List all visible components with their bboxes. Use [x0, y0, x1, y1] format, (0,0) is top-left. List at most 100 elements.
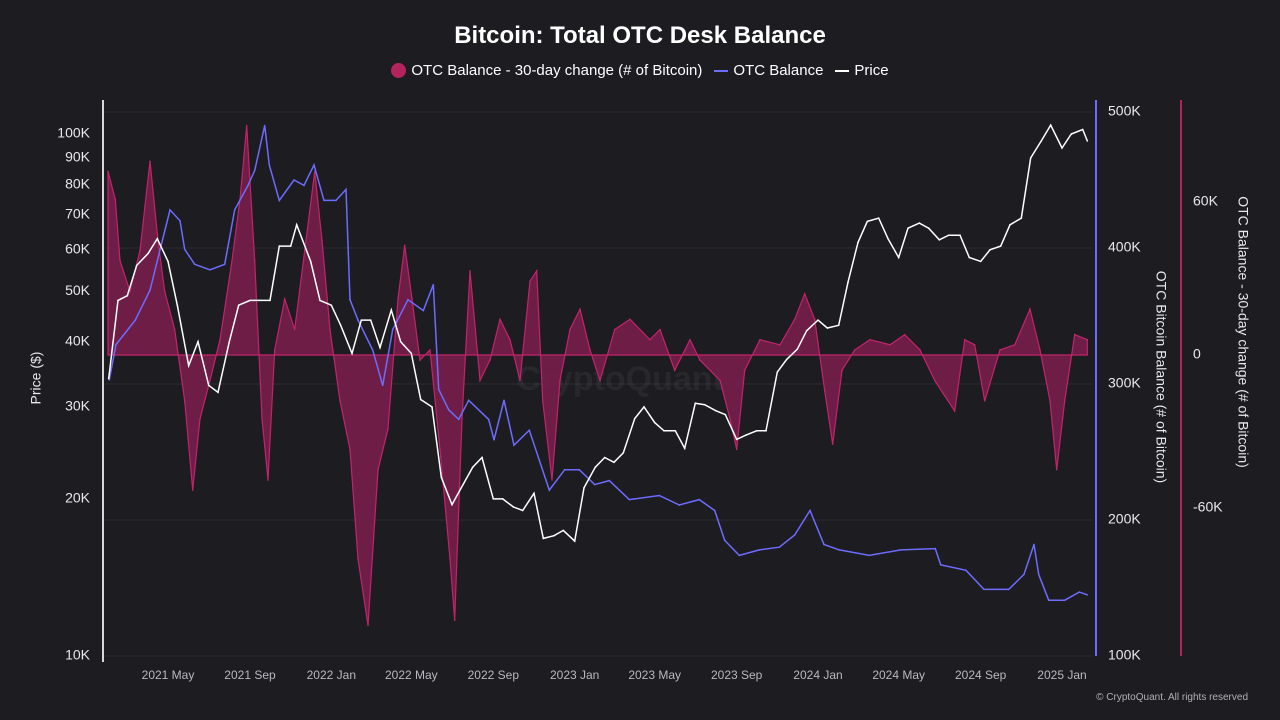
change-point	[411, 298, 413, 300]
balance-point	[578, 468, 581, 471]
price-point	[1009, 223, 1011, 226]
legend-swatch-balance	[714, 69, 729, 72]
price-point	[897, 256, 900, 259]
change-point	[869, 338, 871, 341]
legend-label-balance: OTC Balance	[733, 62, 824, 79]
balance-point	[738, 554, 741, 557]
chart-title: Bitcoin: Total OTC Desk Balance	[454, 22, 826, 49]
change-axis-title: OTC Balance - 30-day change (# of Bitcoi…	[1235, 196, 1251, 468]
change-point	[209, 379, 211, 382]
balance-point	[1007, 588, 1010, 591]
price-tick-label: 60K	[65, 241, 91, 257]
price-point	[1029, 157, 1032, 159]
balance-point	[548, 489, 551, 491]
balance-line	[108, 125, 1088, 601]
price-point	[938, 239, 941, 241]
price-point	[451, 503, 453, 506]
price-point	[837, 324, 840, 327]
balance-point	[1078, 591, 1081, 593]
balance-point	[1037, 573, 1040, 576]
change-point	[719, 379, 721, 382]
price-point	[126, 294, 129, 297]
balance-point	[934, 547, 937, 550]
price-point	[594, 466, 597, 468]
price-tick-label: 90K	[65, 149, 91, 165]
legend-swatch-change	[391, 63, 407, 78]
change-point	[367, 624, 369, 627]
balance-point	[678, 504, 681, 506]
change-point	[453, 619, 456, 621]
balance-point	[467, 399, 470, 402]
change-point	[579, 308, 581, 310]
change-point	[461, 417, 463, 420]
change-point	[759, 338, 761, 341]
change-point	[529, 280, 531, 282]
legend-item-balance[interactable]: OTC Balance	[714, 62, 823, 79]
price-point	[989, 249, 991, 251]
price-point	[694, 402, 697, 404]
balance-point	[115, 343, 117, 346]
change-point	[779, 344, 781, 346]
price-point	[431, 406, 433, 408]
balance-point	[503, 399, 505, 402]
price-point	[674, 430, 677, 432]
price-point	[826, 327, 829, 329]
price-point	[653, 421, 656, 424]
balance-point	[758, 549, 761, 551]
price-point	[501, 498, 504, 500]
change-point	[261, 417, 263, 420]
price-point	[633, 417, 636, 420]
legend-item-change[interactable]: OTC Balance - 30-day change (# of Bitcoi…	[391, 62, 702, 79]
balance-point	[983, 588, 985, 591]
balance-point	[335, 199, 337, 202]
balance-tick-label: 100K	[1108, 647, 1141, 663]
price-point	[319, 299, 321, 302]
change-point	[659, 328, 661, 331]
balance-point	[422, 309, 425, 312]
balance-point	[381, 384, 384, 387]
legend-item-price[interactable]: Price	[835, 62, 889, 79]
change-point	[793, 318, 796, 321]
change-point	[541, 400, 544, 402]
price-point	[167, 260, 169, 263]
price-point	[289, 245, 292, 247]
balance-tick-label: 400K	[1108, 239, 1141, 255]
change-point	[743, 369, 746, 372]
change-point	[673, 369, 676, 372]
change-point	[449, 558, 451, 560]
x-tick-label: 2024 Jan	[793, 668, 842, 682]
change-point	[559, 379, 561, 382]
balance-point	[899, 549, 902, 551]
balance-point	[1023, 573, 1025, 576]
change-point	[349, 448, 351, 451]
change-point	[551, 479, 553, 481]
balance-point	[223, 263, 226, 266]
balance-point	[628, 498, 631, 501]
price-point	[847, 281, 849, 284]
price-point	[339, 324, 342, 327]
price-point	[481, 456, 483, 459]
price-point	[295, 223, 298, 226]
price-tick-label: 100K	[57, 125, 90, 141]
balance-tick-label: 300K	[1108, 375, 1141, 391]
price-tick-label: 80K	[65, 175, 91, 191]
price-point	[237, 304, 240, 306]
change-point	[933, 379, 936, 382]
change-point	[599, 379, 601, 382]
price-point	[107, 377, 110, 380]
balance-tick-label: 200K	[1108, 511, 1141, 527]
change-point	[1013, 344, 1016, 346]
legend-label-price: Price	[854, 62, 889, 79]
balance-point	[263, 124, 266, 127]
price-point	[410, 352, 413, 355]
balance-point	[134, 319, 137, 321]
balance-point	[939, 564, 942, 566]
x-tick-label: 2023 Sep	[711, 668, 763, 682]
price-point	[553, 534, 555, 537]
price-point	[927, 227, 930, 229]
change-point	[689, 338, 691, 341]
x-tick-label: 2023 Jan	[550, 668, 599, 682]
balance-point	[407, 298, 409, 301]
balance-point	[278, 199, 281, 202]
